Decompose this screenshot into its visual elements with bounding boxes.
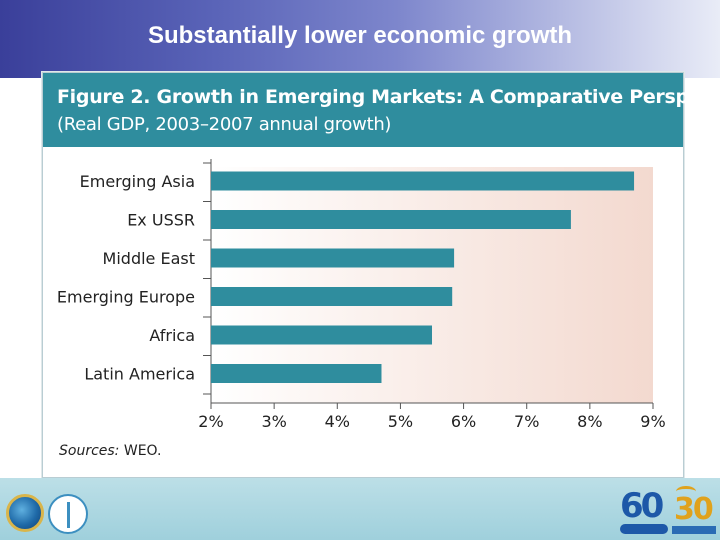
bar-chart: Emerging Asia Ex USSR Middle East Emerging … (57, 159, 666, 431)
footer-bar (0, 478, 720, 540)
x-tick-label: 9% (640, 412, 665, 431)
x-tick-label: 3% (261, 412, 286, 431)
who-emblem-icon (48, 494, 88, 534)
bar-latin-america (211, 364, 382, 383)
bar-ex-ussr (211, 210, 571, 229)
sources-label: Sources: (59, 443, 120, 459)
anniversary-30-logo: 30 (672, 486, 716, 536)
bar-emerging-europe (211, 287, 453, 306)
category-label: Africa (149, 326, 195, 345)
x-tick-label: 7% (514, 412, 539, 431)
plot-area (211, 167, 653, 403)
bar-africa (211, 325, 432, 345)
x-tick-label: 2% (198, 412, 223, 431)
anniversary-60-logo: 60 (620, 486, 668, 534)
x-tick-label: 4% (325, 412, 350, 431)
globe-icon (6, 494, 44, 532)
sources-note: Sources: WEO. (59, 443, 161, 459)
figure-subtitle: (Real GDP, 2003–2007 annual growth) (57, 114, 392, 135)
bar-middle-east (211, 248, 455, 268)
category-label: Middle East (103, 249, 195, 268)
figure-card: Figure 2. Growth in Emerging Markets: A … (42, 72, 720, 478)
category-label: Emerging Asia (80, 172, 195, 191)
slide-header (0, 0, 720, 78)
category-label: Ex USSR (127, 211, 195, 230)
figure-header: Figure 2. Growth in Emerging Markets: A … (43, 73, 720, 147)
category-label: Emerging Europe (57, 288, 195, 307)
figure-title: Figure 2. Growth in Emerging Markets: A … (57, 86, 720, 108)
bar-emerging-asia (211, 171, 635, 191)
x-tick-label: 8% (577, 412, 602, 431)
x-tick-label: 5% (388, 412, 413, 431)
x-tick-label: 6% (451, 412, 476, 431)
sources-value: WEO. (123, 443, 162, 459)
slide-title: Substantially lower economic growth (147, 22, 573, 49)
category-label: Latin America (84, 365, 195, 384)
